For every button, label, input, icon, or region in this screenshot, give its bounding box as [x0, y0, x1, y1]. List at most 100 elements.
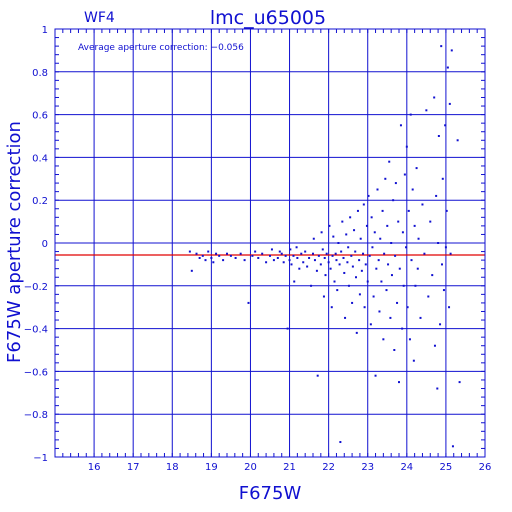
data-point — [212, 261, 215, 264]
data-point — [324, 274, 327, 277]
y-tick-label: −0.6 — [24, 367, 48, 378]
data-point — [409, 113, 412, 116]
data-point — [423, 252, 426, 255]
data-point — [363, 306, 366, 309]
data-point — [308, 256, 311, 259]
data-point — [377, 259, 380, 262]
data-point — [257, 256, 260, 259]
x-tick-label: 26 — [479, 462, 492, 473]
data-point — [306, 265, 309, 268]
data-point — [322, 295, 325, 298]
data-point — [405, 145, 408, 148]
data-point — [207, 250, 210, 253]
data-point — [337, 242, 340, 244]
data-point — [458, 381, 461, 384]
data-point — [195, 252, 198, 255]
x-tick-label: 16 — [88, 462, 101, 473]
data-point — [315, 269, 318, 272]
data-point — [342, 256, 345, 259]
data-point — [380, 280, 383, 283]
y-tick-label: 0.4 — [32, 153, 48, 164]
data-point — [265, 261, 268, 264]
data-point — [327, 261, 330, 264]
data-point — [449, 252, 452, 255]
data-point — [439, 323, 442, 326]
data-point — [312, 252, 314, 255]
data-point — [190, 269, 193, 272]
data-point — [416, 267, 419, 270]
data-point — [288, 259, 291, 262]
data-point — [295, 246, 298, 249]
data-point — [407, 209, 410, 212]
data-point — [347, 246, 350, 249]
data-point — [204, 259, 207, 262]
data-point — [448, 102, 451, 105]
data-point — [358, 293, 361, 296]
x-tick-label: 19 — [205, 462, 218, 473]
data-point — [444, 124, 447, 127]
data-point — [362, 252, 365, 255]
data-point — [362, 203, 365, 206]
data-point — [251, 254, 254, 257]
data-point — [431, 274, 434, 277]
data-point — [370, 216, 373, 219]
data-point — [350, 254, 353, 257]
data-point — [382, 338, 385, 341]
data-point — [278, 250, 281, 253]
data-point — [378, 310, 381, 313]
data-point — [374, 374, 377, 377]
data-point — [445, 209, 448, 212]
data-point — [372, 295, 375, 298]
data-point — [302, 261, 305, 264]
data-point — [369, 323, 372, 326]
data-point — [435, 194, 438, 197]
data-point — [413, 224, 416, 227]
y-tick-label: 0.6 — [32, 111, 48, 122]
data-point — [390, 242, 393, 244]
data-point — [417, 237, 420, 240]
data-point — [317, 254, 320, 257]
data-point — [401, 231, 404, 234]
data-point — [304, 250, 307, 253]
data-point — [286, 327, 289, 330]
data-point — [415, 167, 418, 170]
data-point — [373, 231, 376, 234]
data-point — [339, 441, 342, 444]
data-point — [354, 250, 357, 253]
x-tick-label: 18 — [166, 462, 179, 473]
data-point — [456, 139, 459, 142]
x-tick-label: 21 — [283, 462, 296, 473]
data-point — [421, 203, 424, 206]
data-point — [234, 256, 237, 259]
data-point — [410, 259, 413, 262]
data-point — [293, 280, 296, 283]
data-point — [334, 252, 337, 255]
data-point — [381, 209, 384, 212]
data-point — [345, 233, 348, 236]
data-point — [433, 344, 436, 347]
data-point — [298, 267, 301, 270]
data-point — [222, 259, 225, 262]
x-tick-label: 17 — [127, 462, 140, 473]
data-point — [335, 259, 338, 262]
data-point — [349, 216, 352, 219]
data-point — [441, 263, 443, 266]
data-point — [405, 246, 408, 249]
data-point — [437, 242, 440, 244]
data-point — [328, 224, 331, 227]
y-tick-label: 0.8 — [32, 68, 48, 79]
data-point — [351, 301, 354, 304]
data-point — [355, 276, 357, 279]
data-point — [290, 263, 293, 266]
data-point — [375, 267, 378, 270]
chip-label: WF4 — [84, 10, 115, 26]
data-point — [272, 259, 275, 262]
data-point — [276, 256, 279, 259]
data-point — [329, 267, 332, 270]
x-axis-label: F675W — [239, 483, 302, 504]
data-point — [226, 252, 228, 255]
y-tick-label: −0.2 — [24, 282, 48, 293]
data-point — [394, 182, 397, 185]
data-point — [310, 284, 313, 287]
data-point — [198, 256, 201, 259]
